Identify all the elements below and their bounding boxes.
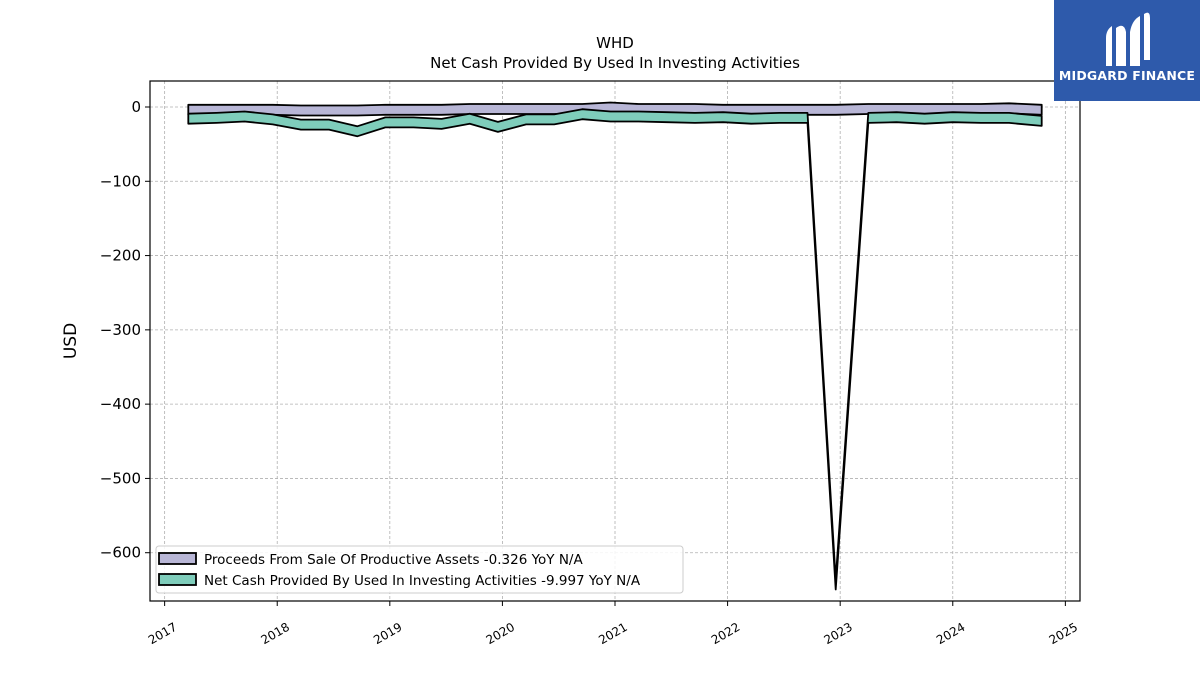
x-tick-label: 2024: [934, 620, 967, 647]
y-axis-label: USD: [61, 323, 81, 359]
legend-swatch-1: [158, 573, 197, 586]
legend-label-1: Net Cash Provided By Used In Investing A…: [204, 573, 641, 589]
legend-label-0: Proceeds From Sale Of Productive Assets …: [204, 552, 583, 568]
midgard-logo-icon: [1106, 12, 1150, 66]
brand-name: MIDGARD FINANCE: [1058, 68, 1196, 83]
grid: [150, 81, 1080, 601]
y-tick-label: 0: [131, 98, 141, 116]
y-axis: 0 −100 −200 −300 −400 −500 −600: [100, 98, 150, 562]
legend: Proceeds From Sale Of Productive Assets …: [155, 545, 684, 594]
y-tick-label: −200: [100, 247, 141, 265]
y-tick-label: −600: [100, 544, 141, 562]
legend-box: [155, 545, 684, 594]
y-tick-label: −100: [100, 172, 141, 190]
x-tick-label: 2020: [484, 620, 517, 647]
chart-subtitle: Net Cash Provided By Used In Investing A…: [430, 54, 800, 72]
y-tick-label: −300: [100, 321, 141, 339]
x-tick-label: 2018: [259, 620, 292, 647]
y-tick-label: −500: [100, 469, 141, 487]
x-tick-label: 2023: [821, 620, 854, 647]
chart-title: WHD: [596, 34, 634, 52]
data-areas: [187, 101, 1043, 591]
legend-swatch-0: [158, 552, 197, 565]
x-axis: 2017 2018 2019 2020 2021 2022 2023 2024 2025: [146, 601, 1080, 647]
y-tick-label: −400: [100, 395, 141, 413]
series-area-1: [187, 108, 1043, 591]
x-tick-label: 2019: [371, 620, 404, 647]
x-tick-label: 2025: [1047, 620, 1080, 647]
series-area-0: [187, 101, 1043, 117]
x-tick-label: 2017: [146, 620, 179, 647]
x-tick-label: 2022: [709, 620, 742, 647]
x-tick-label: 2021: [596, 620, 629, 647]
brand-logo: MIDGARD FINANCE: [1054, 0, 1200, 101]
